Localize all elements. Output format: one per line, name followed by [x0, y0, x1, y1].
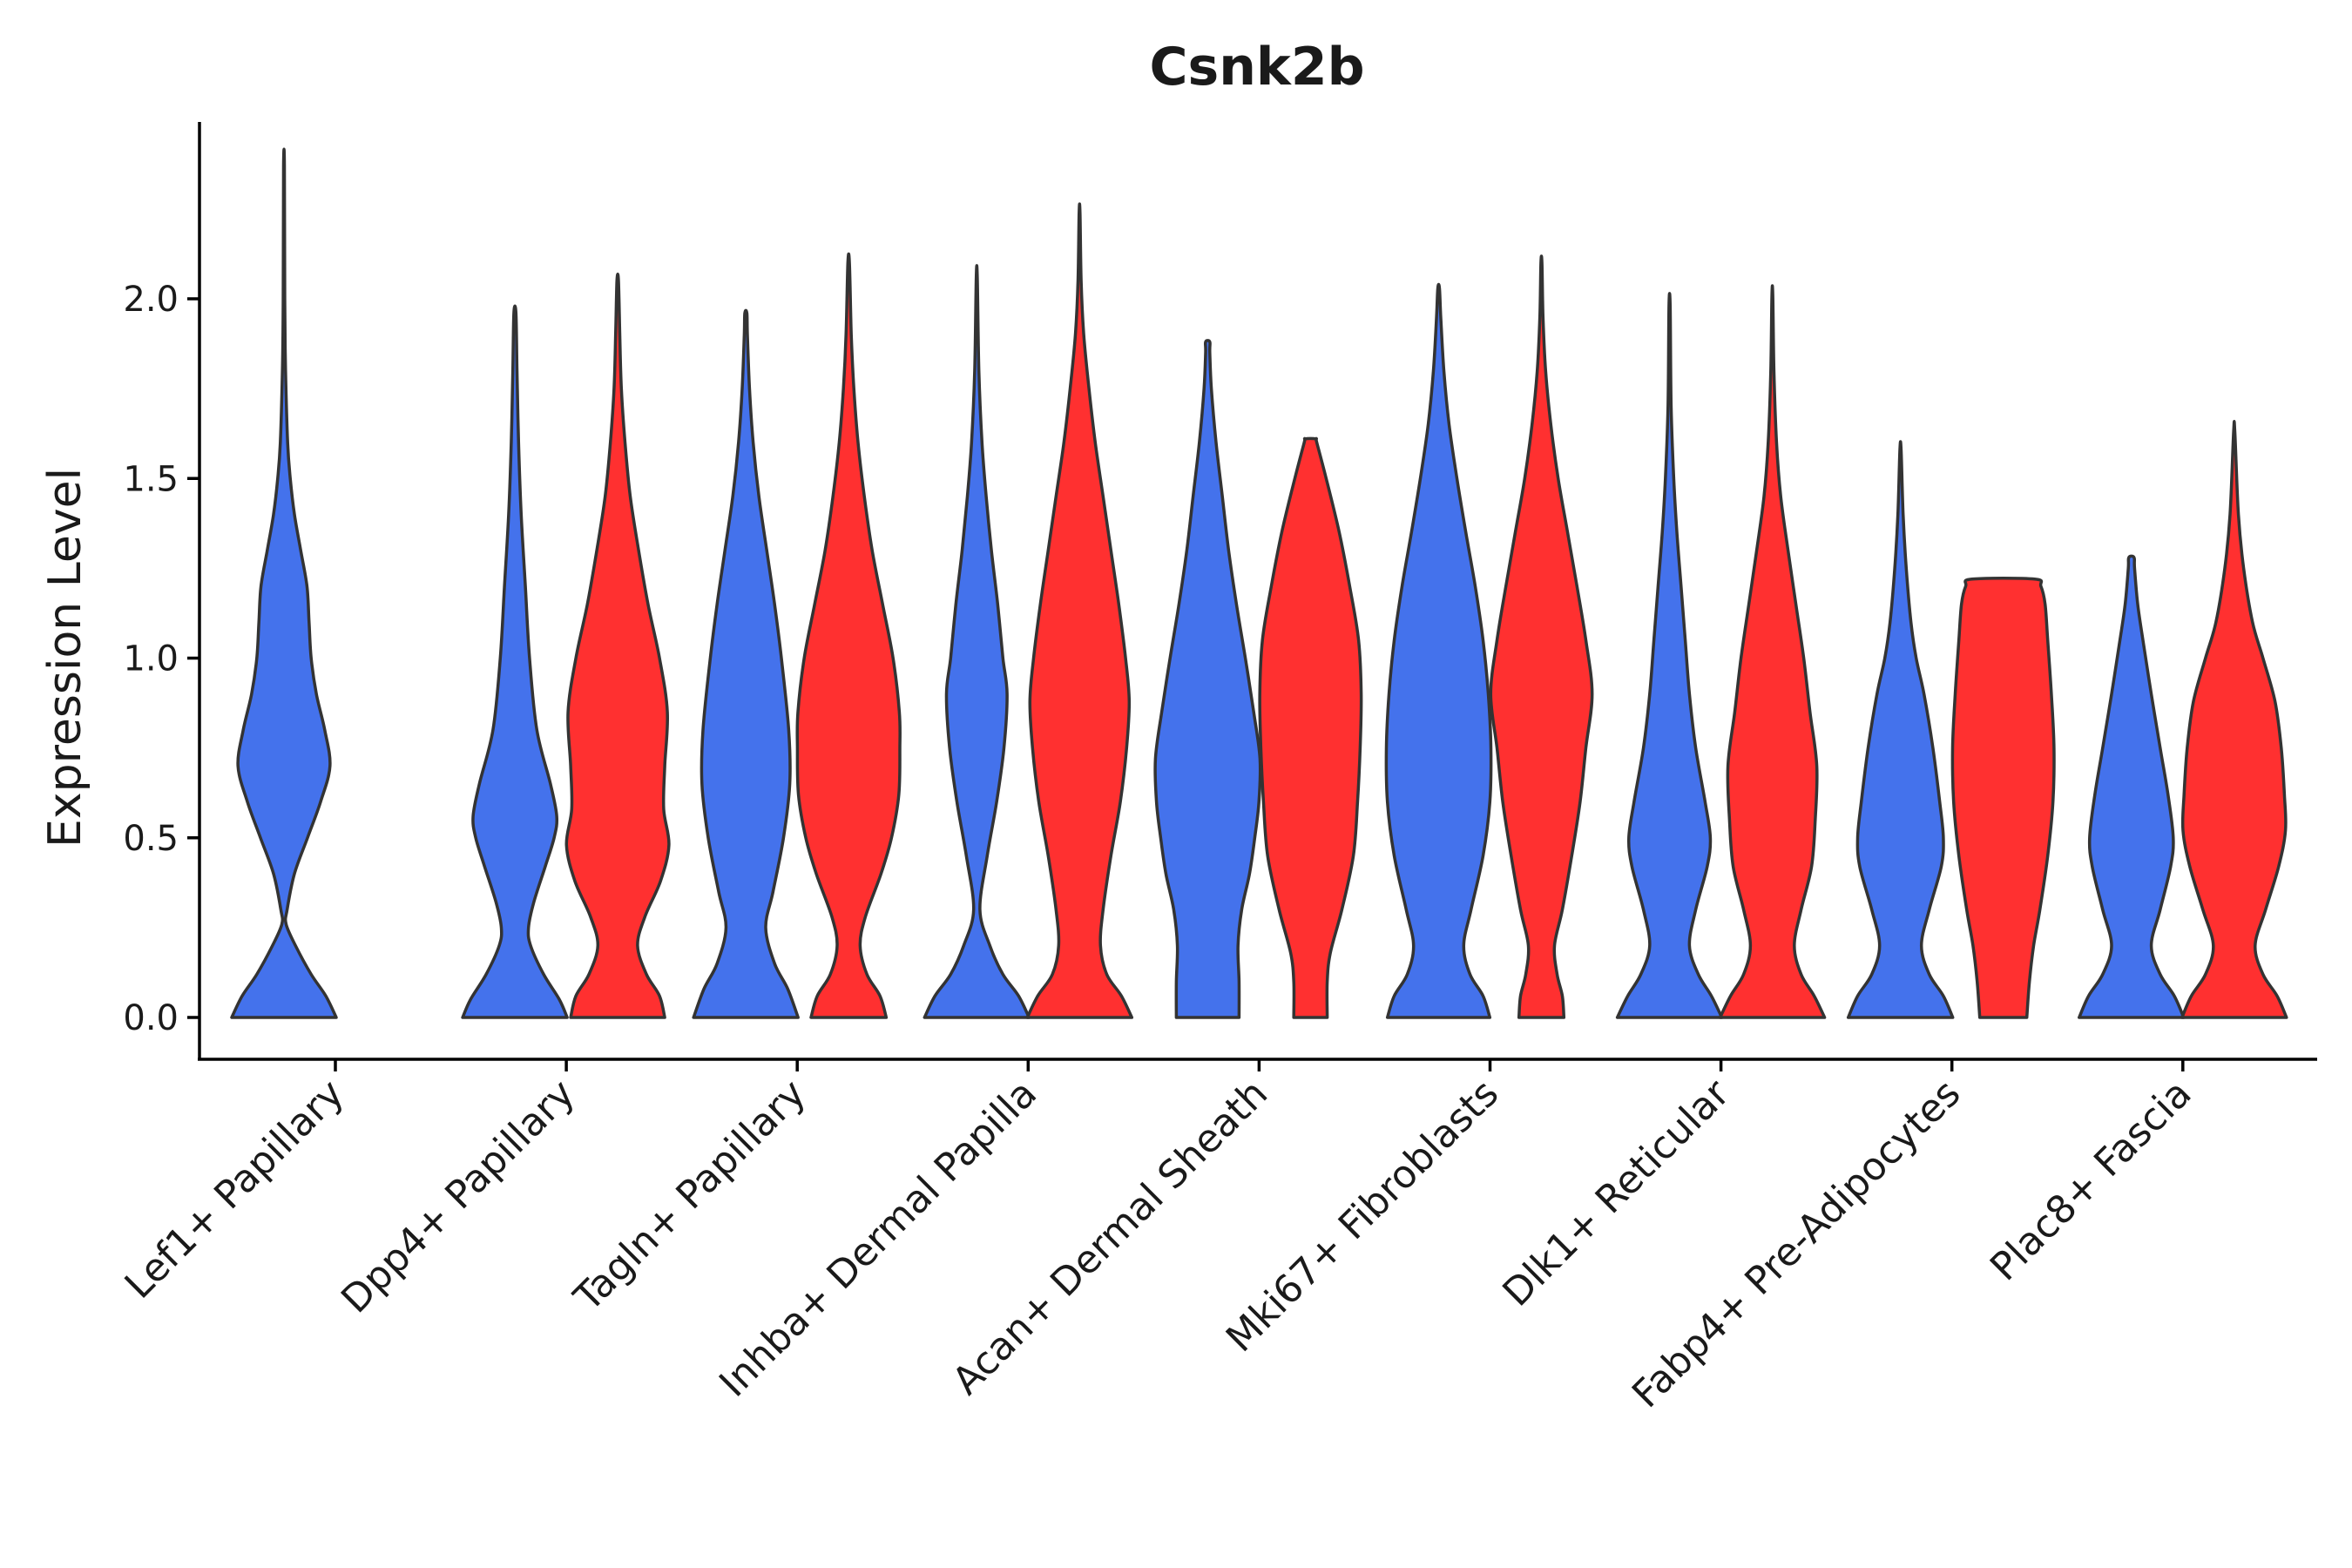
violin-blue-1 — [461, 304, 569, 1019]
x-tick-label: Plac8+ Fascia — [1982, 1071, 2200, 1290]
violin-red-8 — [2180, 420, 2288, 1019]
y-tick-label: 1.0 — [123, 639, 179, 679]
violin-blue-2 — [692, 308, 800, 1019]
violin-red-5 — [1489, 254, 1594, 1019]
violin-blue-4 — [1153, 339, 1262, 1019]
y-tick-label: 0.0 — [123, 998, 179, 1038]
violin-red-2 — [795, 252, 902, 1019]
x-tick-label: Lef1+ Papillary — [117, 1071, 353, 1308]
x-tick-label: Dpp4+ Papillary — [333, 1071, 584, 1322]
x-tick-label: Dlk1+ Reticular — [1494, 1071, 1739, 1315]
y-tick-label: 1.5 — [123, 459, 179, 499]
y-tick-label: 2.0 — [123, 280, 179, 320]
axes-group — [198, 122, 2317, 1061]
violin-blue-8 — [2078, 554, 2186, 1019]
violin-red-4 — [1258, 436, 1363, 1019]
violin-red-3 — [1025, 202, 1134, 1019]
violin-blue-6 — [1615, 292, 1724, 1019]
violin-red-7 — [1950, 577, 2056, 1019]
violin-red-6 — [1718, 284, 1827, 1019]
y-ticks-group: 0.0 0.5 1.0 1.5 2.0 — [123, 280, 199, 1038]
violins-group — [230, 147, 2288, 1019]
violin-blue-3 — [923, 264, 1031, 1019]
violin-red-1 — [564, 272, 671, 1019]
violin-blue-5 — [1384, 282, 1493, 1019]
y-tick-label: 0.5 — [123, 819, 179, 859]
y-axis-label: Expression Level — [39, 468, 91, 848]
violin-blue-0 — [230, 147, 338, 1019]
chart-title: Csnk2b — [1149, 37, 1364, 98]
violin-blue-7 — [1846, 440, 1955, 1019]
x-tick-label: Tagln+ Papillary — [565, 1071, 814, 1321]
